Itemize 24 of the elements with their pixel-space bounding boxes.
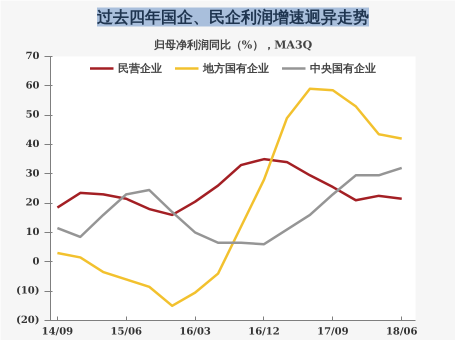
- line-series: [56, 88, 403, 308]
- x-tick-label: 16/12: [248, 326, 280, 338]
- x-tick-label: 17/09: [317, 326, 349, 338]
- y-tick-label: (10): [16, 286, 40, 297]
- y-tick-label: 50: [26, 110, 40, 121]
- y-tick-label: 30: [26, 168, 40, 180]
- y-tick-label: 20: [26, 198, 40, 209]
- line-series: [56, 166, 403, 246]
- chart-title: 过去四年国企、民企利润增速迥异走势: [96, 8, 369, 26]
- x-tick-label: 18/06: [386, 326, 418, 338]
- y-tick-label: 60: [26, 80, 40, 92]
- line-series: [56, 158, 403, 216]
- x-tick-label: 16/03: [179, 326, 211, 338]
- y-tick-label: 70: [26, 51, 40, 62]
- y-tick-label: 40: [26, 139, 40, 150]
- x-tick-label: 14/09: [42, 326, 74, 338]
- chart-subtitle: 归母净利润同比（%），MA3Q: [152, 38, 313, 52]
- legend-label: 中央国有企业: [310, 60, 376, 76]
- legend-label: 地方国有企业: [203, 60, 269, 76]
- legend-label: 民营企业: [118, 60, 162, 76]
- x-tick-label: 15/06: [110, 326, 142, 338]
- y-tick-label: (20): [16, 315, 40, 326]
- y-tick-label: 0: [32, 256, 40, 268]
- y-tick-label: 10: [26, 227, 40, 238]
